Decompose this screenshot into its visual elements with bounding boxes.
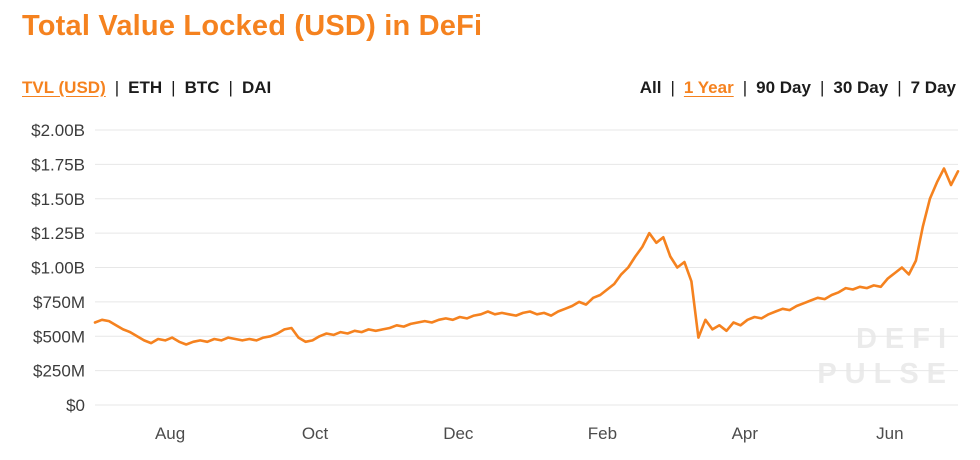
tvl-chart-svg: $2.00B $1.75B $1.50B $1.25B $1.00B $750M $500M… — [31, 121, 960, 443]
tab-separator: | — [742, 78, 748, 97]
tab-separator: | — [114, 78, 120, 97]
y-axis-label: $0 — [66, 396, 85, 415]
y-axis-label: $2.00B — [31, 121, 85, 140]
watermark-line-2: PULSE — [817, 357, 954, 390]
x-axis-label: Jun — [876, 424, 903, 443]
x-axis-label: Aug — [155, 424, 185, 443]
tab-separator: | — [171, 78, 176, 97]
y-axis-label: $250M — [33, 362, 85, 381]
y-axis-label: $1.50B — [31, 190, 85, 209]
x-axis-label: Oct — [302, 424, 329, 443]
tab-separator: | — [819, 78, 825, 97]
metric-tab-eth[interactable]: ETH — [128, 78, 163, 97]
y-axis-label: $1.25B — [31, 224, 85, 243]
range-tab-1-year[interactable]: 1 Year — [683, 78, 734, 97]
y-axis-label: $500M — [33, 327, 85, 346]
metric-tab-tvl-usd[interactable]: TVL (USD) — [22, 78, 106, 97]
tab-separator: | — [670, 78, 675, 97]
metric-tabs: TVL (USD) | ETH | BTC | DAI — [22, 78, 271, 98]
range-tabs: All | 1 Year | 90 Day | 30 Day | 7 Day — [640, 78, 956, 98]
x-axis-label: Feb — [588, 424, 617, 443]
tvl-chart: DEFI PULSE $2.00B $1.75B $1.50B $1.25B $1.00… — [0, 112, 980, 460]
x-axis-label: Dec — [443, 424, 474, 443]
tvl-line — [93, 167, 960, 346]
range-tab-all[interactable]: All — [639, 78, 662, 97]
watermark-line-1: DEFI — [855, 323, 954, 355]
metric-tab-dai[interactable]: DAI — [241, 78, 272, 97]
y-axis-label: $750M — [33, 293, 85, 312]
range-tab-90-day[interactable]: 90 Day — [756, 78, 811, 97]
y-axis-label: $1.75B — [31, 155, 85, 174]
y-axis-label: $1.00B — [31, 259, 85, 278]
range-tab-30-day[interactable]: 30 Day — [833, 78, 889, 97]
defipulse-watermark: DEFI PULSE — [706, 322, 946, 392]
x-axis-label: Apr — [732, 424, 759, 443]
tab-separator: | — [228, 78, 233, 97]
page-title: Total Value Locked (USD) in DeFi — [22, 10, 483, 42]
range-tab-7-day[interactable]: 7 Day — [910, 78, 956, 97]
tab-separator: | — [897, 78, 902, 97]
metric-tab-btc[interactable]: BTC — [184, 78, 220, 97]
chart-toolbar: TVL (USD) | ETH | BTC | DAI All | 1 Year | 90 Day |… — [22, 78, 956, 98]
